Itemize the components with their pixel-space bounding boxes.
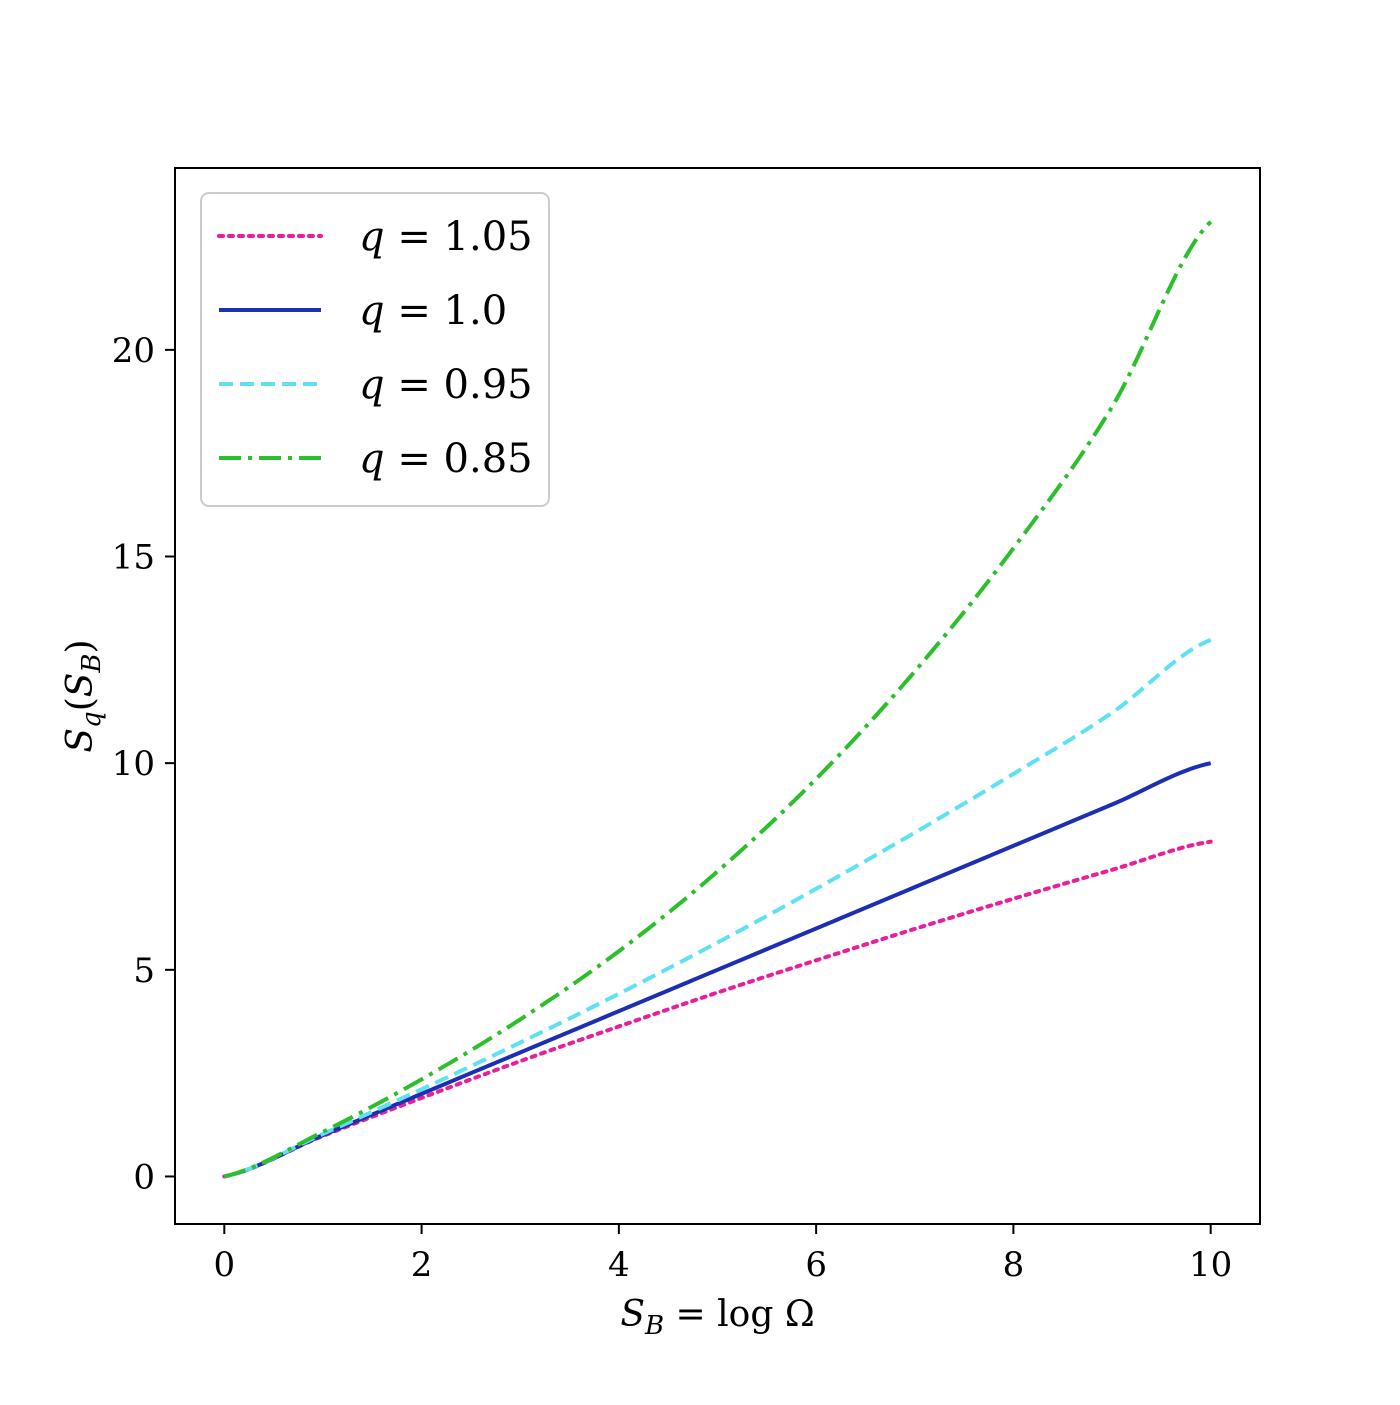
y-label-var: S xyxy=(60,728,101,753)
x-tick-label-4: 8 xyxy=(1003,1245,1025,1285)
series-line-2 xyxy=(223,638,1212,1179)
legend-label-rest-0: = 1.05 xyxy=(385,214,533,260)
legend-label-var-0: q xyxy=(359,214,385,260)
y-label-inner-var: S xyxy=(60,673,101,698)
y-axis-label: Sq(SB) xyxy=(60,639,107,752)
x-label-sub: B xyxy=(644,1311,664,1341)
legend-label-rest-3: = 0.85 xyxy=(385,436,533,482)
y-label-sub: q xyxy=(77,711,107,728)
y-tick-label-3: 15 xyxy=(112,538,155,578)
x-label-rest: = log Ω xyxy=(664,1294,815,1335)
plot-frame xyxy=(174,167,1261,1225)
x-tick-label-5: 10 xyxy=(1189,1245,1232,1285)
y-tick-label-4: 20 xyxy=(112,331,155,371)
x-tick-label-0: 0 xyxy=(213,1245,235,1285)
series-line-1 xyxy=(223,761,1212,1179)
series-line-0 xyxy=(222,839,1213,1179)
y-label-close: ) xyxy=(60,639,101,653)
y-label-inner-sub: B xyxy=(77,653,107,673)
y-tick-label-0: 0 xyxy=(133,1157,155,1197)
x-axis-label: SB = log Ω xyxy=(620,1294,814,1341)
legend-label-var-3: q xyxy=(359,436,385,482)
legend-label-rest-2: = 0.95 xyxy=(385,362,533,408)
ticks-layer: 0 2 4 6 8 10 0 5 10 15 20 xyxy=(112,331,1233,1285)
legend-label-2: q = 0.95 xyxy=(359,362,533,408)
x-tick-label-2: 4 xyxy=(608,1245,630,1285)
legend-label-var-1: q xyxy=(359,288,385,334)
y-label-open: ( xyxy=(60,697,101,711)
x-tick-label-3: 6 xyxy=(805,1245,827,1285)
y-tick-label-1: 5 xyxy=(133,951,155,991)
legend-items: q = 1.05q = 1.0q = 0.95q = 0.85 xyxy=(217,214,533,482)
legend-label-rest-1: = 1.0 xyxy=(385,288,508,334)
legend-label-0: q = 1.05 xyxy=(359,214,533,260)
legend-label-3: q = 0.85 xyxy=(359,436,533,482)
y-tick-label-2: 10 xyxy=(112,744,155,784)
x-tick-label-1: 2 xyxy=(411,1245,433,1285)
x-label-var: S xyxy=(620,1294,645,1335)
legend-label-var-2: q xyxy=(359,362,385,408)
legend: q = 1.05q = 1.0q = 0.95q = 0.85 xyxy=(200,192,550,507)
legend-label-1: q = 1.0 xyxy=(359,288,507,334)
legend-box xyxy=(200,192,550,507)
series-layer xyxy=(222,220,1213,1179)
